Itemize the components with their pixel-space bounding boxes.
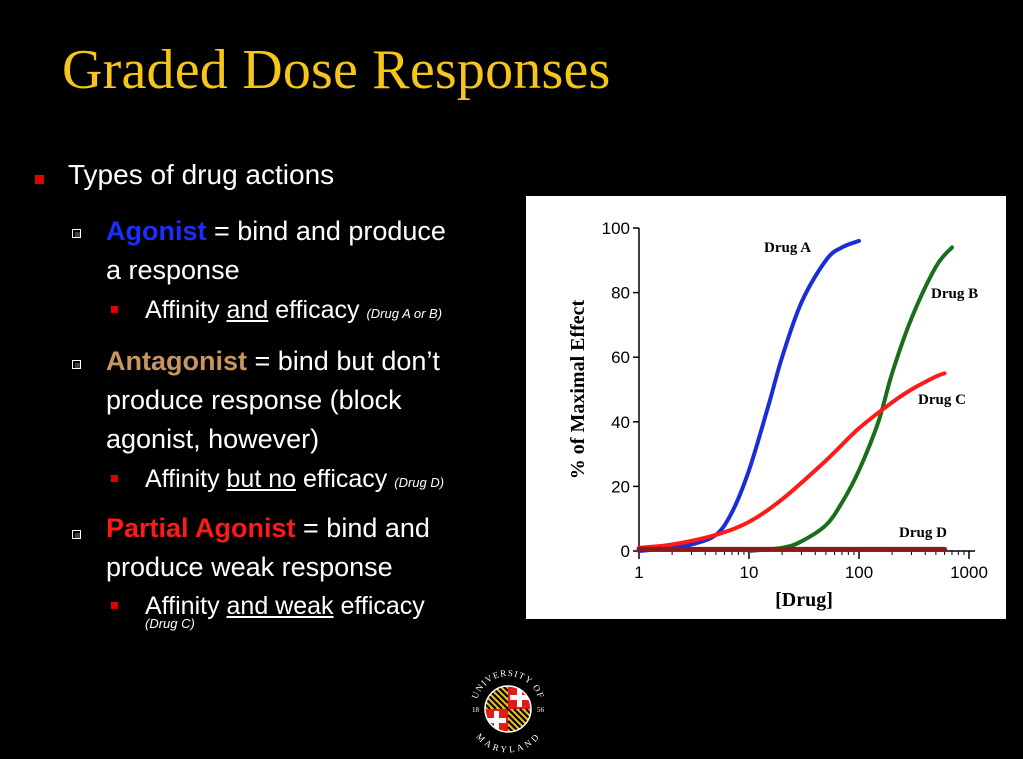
chart-labels: [Drug] % of Maximal Effect Drug A Drug B Dru… xyxy=(567,240,978,611)
x-tick-label: 1 xyxy=(634,563,643,582)
partial-sub-a: Affinity xyxy=(145,592,227,620)
sub-bullet-icon xyxy=(72,530,81,539)
seal-year-left: 18 xyxy=(472,706,480,714)
partial-def-2: produce weak response xyxy=(106,552,393,582)
partial-note: (Drug C) xyxy=(145,616,195,631)
agonist-sub-c: efficacy xyxy=(268,296,367,324)
seal-icon: UNIVERSITY OF MARYLAND 18 56 xyxy=(463,664,553,755)
x-axis-title: [Drug] xyxy=(775,589,833,611)
antagonist-sub-b: but no xyxy=(226,465,297,493)
bullet-types: Types of drug actions xyxy=(68,158,334,192)
series-label-drug-c: Drug C xyxy=(918,392,966,408)
seal-year-right: 56 xyxy=(537,706,545,714)
bullet-list: Types of drug actions Agonist = bind and… xyxy=(0,0,520,700)
bullet-agonist: Agonist = bind and produce a response xyxy=(106,212,526,290)
antagonist-term: Antagonist xyxy=(106,346,247,376)
university-seal-logo: UNIVERSITY OF MARYLAND 18 56 xyxy=(458,662,558,755)
agonist-sub-a: Affinity xyxy=(145,296,227,324)
series-label-drug-a: Drug A xyxy=(764,240,811,256)
antagonist-sub-c: efficacy xyxy=(296,465,395,493)
dose-response-chart: 0 20 40 60 80 100 1 10 100 1000 [Drug] % of Maxima… xyxy=(526,196,1006,619)
series-label-drug-b: Drug B xyxy=(931,286,978,302)
bullet-square-icon xyxy=(111,475,118,482)
agonist-sub-b: and xyxy=(226,296,269,324)
y-tick-label: 0 xyxy=(621,542,630,561)
chart-axes: 0 20 40 60 80 100 1 10 100 1000 xyxy=(602,219,988,582)
partial-sub-c: efficacy xyxy=(333,592,425,620)
series-line-drug-b xyxy=(747,245,954,553)
agonist-term: Agonist xyxy=(106,216,207,246)
chart-curves xyxy=(636,238,954,553)
antagonist-def-2: produce response (block xyxy=(106,385,402,415)
series-label-drug-d: Drug D xyxy=(899,525,947,541)
types-text: Types of drug actions xyxy=(68,159,335,190)
bullet-square-icon xyxy=(111,306,118,313)
x-tick-label: 10 xyxy=(740,563,759,582)
partial-def-1: = bind and xyxy=(295,513,430,543)
slide-title: Graded Dose Responses xyxy=(62,39,611,101)
antagonist-def-1: = bind but don’t xyxy=(247,346,440,376)
sub-bullet-icon xyxy=(72,360,81,369)
antagonist-def-3: agonist, however) xyxy=(106,424,320,454)
y-tick-label: 80 xyxy=(611,284,630,303)
antagonist-sub-a: Affinity xyxy=(145,465,227,493)
series-line-drug-a xyxy=(637,238,861,553)
sub-bullet-icon xyxy=(72,229,81,238)
agonist-def-1: = bind and produce xyxy=(206,216,446,246)
bullet-antagonist: Antagonist = bind but don’t produce resp… xyxy=(106,342,526,459)
y-tick-label: 100 xyxy=(602,219,630,238)
y-tick-label: 60 xyxy=(611,348,630,367)
antagonist-note: (Drug D) xyxy=(394,475,445,490)
partial-term: Partial Agonist xyxy=(106,513,296,543)
partial-sub-b: and weak xyxy=(226,592,334,620)
agonist-note: (Drug A or B) xyxy=(366,306,443,321)
bullet-square-icon xyxy=(35,175,44,184)
series-line-drug-c xyxy=(637,371,947,550)
agonist-sub: Affinity and efficacy (Drug A or B) xyxy=(145,295,525,329)
y-axis-title: % of Maximal Effect xyxy=(567,299,589,479)
antagonist-sub: Affinity but no efficacy (Drug D) xyxy=(145,464,525,498)
partial-sub: Affinity and weak efficacy (Drug C) xyxy=(145,591,525,631)
y-tick-label: 20 xyxy=(611,477,630,496)
bullet-square-icon xyxy=(111,602,118,609)
agonist-def-2: a response xyxy=(106,255,240,285)
x-tick-label: 1000 xyxy=(950,563,988,582)
y-tick-label: 40 xyxy=(611,413,630,432)
x-tick-label: 100 xyxy=(845,563,873,582)
bullet-partial-agonist: Partial Agonist = bind and produce weak … xyxy=(106,509,526,587)
chart-svg: 0 20 40 60 80 100 1 10 100 1000 [Drug] % of Maxima… xyxy=(567,219,988,611)
